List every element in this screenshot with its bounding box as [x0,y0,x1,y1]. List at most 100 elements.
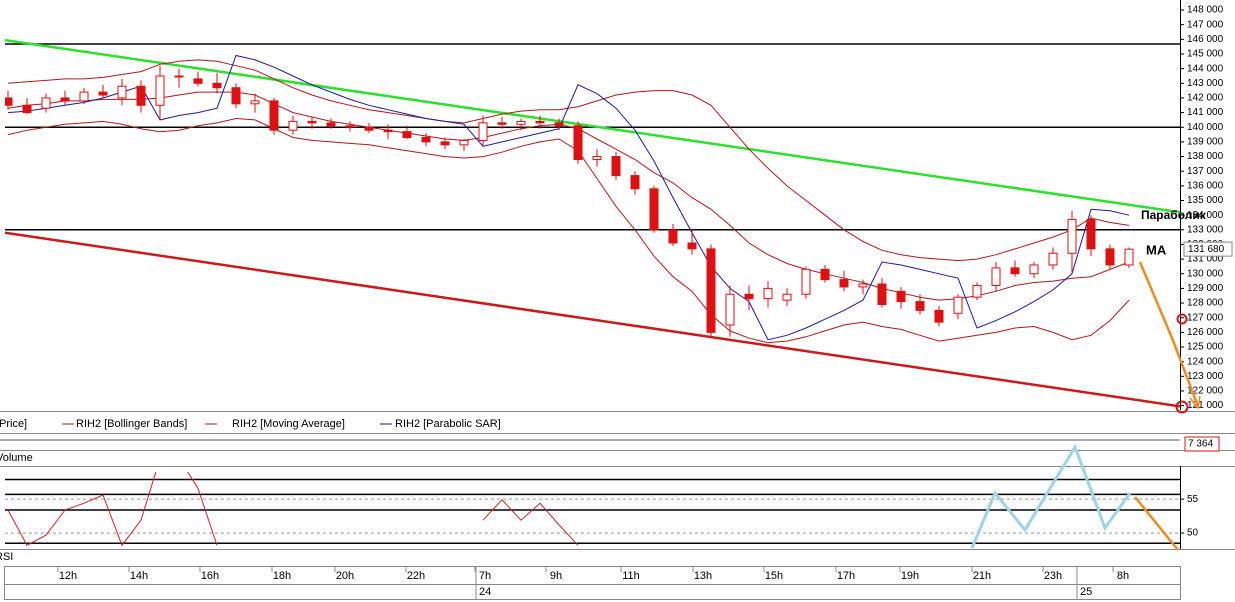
drawn-annotations [970,261,1201,551]
candle-body [991,267,1001,286]
candle-body [1048,252,1058,266]
y-tick-label: 135 000 [1187,195,1224,206]
date-label: 24 [479,586,491,598]
bollinger-band [7,59,1130,262]
candle-body [953,296,963,314]
y-tick-label: 138 000 [1187,151,1224,162]
y-tick-label: 147 000 [1187,19,1224,30]
candle-body [1067,219,1077,254]
y-tick-label: 50 [1187,528,1199,539]
candle-body [687,242,697,250]
time-label: 11h [622,570,640,582]
candle-body [516,120,526,125]
y-tick-label: 137 000 [1187,166,1224,177]
y-tick-label: 133 000 [1187,224,1224,235]
candle-body [535,120,545,124]
volume-label: Volume [0,452,33,464]
candle-body [497,122,507,125]
y-tick-label: 122 000 [1187,386,1224,397]
last-price-label: 131 680 [1188,244,1225,255]
candle-body [250,100,260,105]
candle-body [345,125,355,128]
annotation: Параболик [1141,208,1207,222]
candle-body [1086,219,1096,250]
rsi-plot [5,472,1180,547]
y-tick-label: 121 000 [1187,400,1224,411]
legend: Price] RIH2 [Bollinger Bands] RIH2 [Movi… [0,418,501,430]
candle-body [877,283,887,306]
candle-body [326,122,336,127]
candle-body [934,309,944,323]
candle-body [402,131,412,139]
candle-body [79,91,89,102]
y-tick-label: 124 000 [1187,356,1224,367]
candle-body [1029,264,1039,275]
y-tick-label: 143 000 [1187,78,1224,89]
candle-body [98,91,108,96]
y-tick-label: 139 000 [1187,137,1224,148]
y-tick-label: 55 [1187,494,1199,505]
candle-body [858,283,868,288]
time-label: 21h [973,570,991,582]
candle-body [1124,248,1134,266]
candle-body [592,156,602,160]
y-tick-label: 125 000 [1187,342,1224,353]
candle-body [630,175,640,190]
candle-body [231,87,241,105]
time-label: 15h [765,570,783,582]
annotation: MA [1146,242,1167,257]
candle-body [915,301,925,311]
candle-body [1010,267,1020,275]
y-tick-label: 136 000 [1187,180,1224,191]
candle-body [269,100,279,131]
candle-body [782,293,792,301]
candle-body [668,229,678,244]
candle-body [573,125,583,160]
legend-label: RIH2 [Moving Average] [232,418,345,430]
y-tick-label: 128 000 [1187,298,1224,309]
time-label: 17h [837,570,855,582]
rsi-line [7,472,579,547]
candle-body [155,75,165,106]
y-tick-label: 130 000 [1187,268,1224,279]
candle-body [611,156,621,177]
y-tick-label: 140 000 [1187,122,1224,133]
time-label: 19h [901,570,919,582]
time-label: 7h [479,570,491,582]
time-label: 16h [201,570,219,582]
candle-body [288,120,298,131]
y-tick-label: 141 000 [1187,107,1224,118]
candle-body [896,290,906,303]
last-price-box [1183,241,1233,257]
y-tick-label: 129 000 [1187,283,1224,294]
time-label: 8h [1117,570,1129,582]
candle-body [174,75,184,78]
candle-body [820,268,830,281]
time-label: 14h [130,570,148,582]
candle-body [649,188,659,231]
candle-body [706,248,716,333]
candle-body [554,122,564,127]
y-tick-label: 148 000 [1187,5,1224,16]
legend-label: Price] [0,418,27,430]
time-label: 9h [550,570,562,582]
candle-body [41,97,51,109]
trend-line [5,231,1180,408]
y-tick-label: 127 000 [1187,312,1224,323]
candle-body [725,293,735,326]
candle-body [1105,248,1115,266]
time-label: 20h [336,570,354,582]
candle-body [801,268,811,295]
price-plot [5,38,1180,408]
volume-last-box [1184,436,1220,452]
y-tick-label: 123 000 [1187,371,1224,382]
candle-body [136,85,146,106]
trend-line [5,38,1180,214]
y-tick-label: 145 000 [1187,49,1224,60]
legend-label: RIH2 [Bollinger Bands] [76,418,187,430]
bollinger-band [7,117,1130,344]
time-label: 23h [1044,570,1062,582]
